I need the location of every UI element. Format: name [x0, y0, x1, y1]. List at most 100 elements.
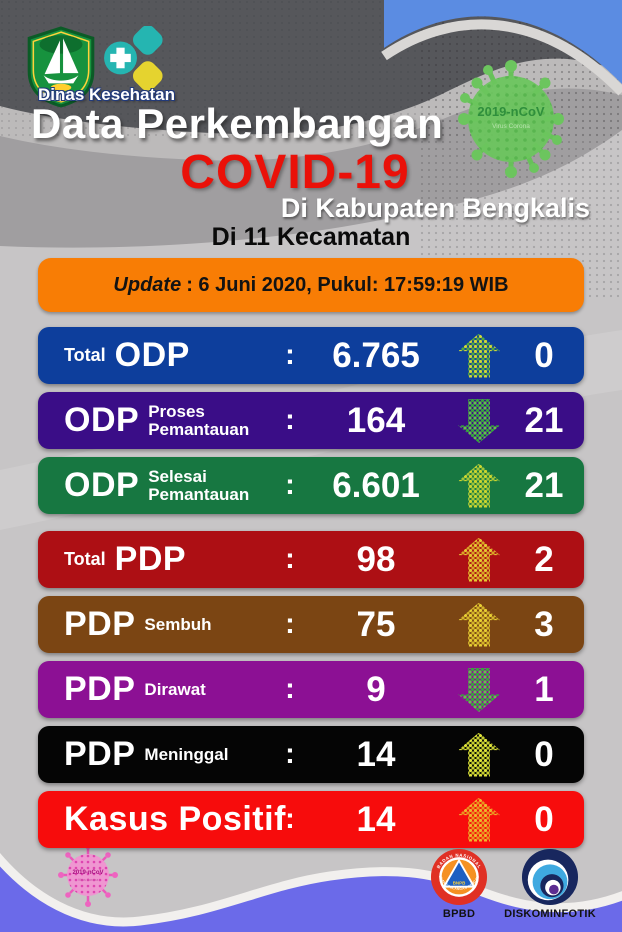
row-delta: 0	[534, 799, 554, 839]
riau-province-crest-icon	[27, 26, 95, 108]
row-value: 6.601	[332, 465, 420, 505]
update-label: Update	[113, 273, 182, 296]
trend-arrow-box	[450, 732, 508, 777]
row-subtitle: Sembuh	[144, 614, 212, 634]
virus-badge-title: 2019-nCoV	[72, 870, 103, 876]
health-ministry-icon	[104, 26, 163, 91]
bpbd-logo-item: BADAN NASIONAL PENANGGULANGAN BENCANA BN…	[430, 848, 488, 920]
trend-arrow-box	[450, 797, 508, 842]
footer-logos: BADAN NASIONAL PENANGGULANGAN BENCANA BN…	[430, 848, 596, 920]
row-colon: :	[285, 673, 295, 705]
bnpb-logo-icon: BADAN NASIONAL PENANGGULANGAN BENCANA BN…	[430, 848, 488, 906]
header-logos	[24, 26, 174, 108]
update-text: : 6 Juni 2020, Pukul: 17:59:19 WIB	[186, 273, 509, 296]
row-label: PDP Meninggal	[38, 735, 278, 774]
page-title: Data Perkembangan	[31, 100, 444, 147]
row-subtitle-line1: Meninggal	[144, 744, 229, 764]
subtitle-region: Di Kabupaten Bengkalis	[280, 193, 590, 223]
virus-badge-title: 2019-nCoV	[477, 104, 545, 119]
row-value: 6.765	[332, 335, 420, 375]
trend-arrow-box	[450, 602, 508, 647]
stat-row-odp-selesai: ODP Selesai Pemantauan : 6.601 21	[38, 457, 584, 514]
row-title: ODP	[114, 336, 190, 374]
row-title: PDP	[64, 670, 136, 708]
diskominfotik-logo-item: DISKOMINFOTIK	[504, 848, 596, 920]
row-delta: 3	[534, 604, 554, 644]
covid-title: COVID-19	[180, 146, 410, 199]
agency-label: Dinas Kesehatan	[38, 85, 175, 104]
coronavirus-pink-icon: 2019-nCoV Virus Corona	[58, 843, 118, 907]
row-title: PDP	[64, 735, 136, 773]
row-delta: 0	[534, 335, 554, 375]
row-subtitle-line1: Dirawat	[144, 679, 206, 699]
bpbd-label: BPBD	[442, 908, 476, 920]
row-subtitle-line2: Pemantauan	[148, 484, 250, 504]
row-label: ODP Proses Pemantauan	[38, 401, 278, 440]
row-delta: 21	[524, 465, 564, 505]
row-prefix: Total	[64, 345, 106, 365]
arrow-up-icon	[458, 463, 500, 508]
row-prefix: Total	[64, 549, 106, 569]
row-subtitle: Dirawat	[144, 679, 206, 699]
stat-row-total-odp: Total ODP : 6.765 0	[38, 327, 584, 384]
row-title: PDP	[64, 605, 136, 643]
bnpb-center-text: BNPB	[453, 881, 466, 886]
row-subtitle: Meninggal	[144, 744, 229, 764]
row-subtitle-line2: Pemantauan	[148, 419, 250, 439]
row-colon: :	[285, 608, 295, 640]
arrow-up-icon	[458, 732, 500, 777]
row-label: Kasus Positif	[38, 800, 285, 839]
row-label: PDP Dirawat	[38, 670, 278, 709]
row-subtitle: Selesai Pemantauan	[148, 466, 250, 504]
stat-row-odp-proses: ODP Proses Pemantauan : 164 21	[38, 392, 584, 449]
trend-arrow-box	[450, 668, 508, 712]
row-colon: :	[285, 339, 295, 371]
stat-row-total-pdp: Total PDP : 98 2	[38, 531, 584, 588]
stat-row-kasus-positif: Kasus Positif : 14 0	[38, 791, 584, 848]
row-subtitle-line1: Sembuh	[144, 614, 212, 634]
stat-row-pdp-sembuh: PDP Sembuh : 75 3	[38, 596, 584, 653]
row-value: 164	[346, 400, 406, 440]
row-colon: :	[285, 803, 295, 835]
arrow-up-icon	[458, 333, 500, 378]
stat-row-pdp-dirawat: PDP Dirawat : 9 1	[38, 661, 584, 718]
row-label: Total PDP	[38, 540, 278, 579]
row-delta: 21	[524, 400, 564, 440]
arrow-up-icon	[458, 602, 500, 647]
row-title: ODP	[64, 401, 140, 439]
arrow-up-icon	[458, 537, 500, 582]
subtitle-districts: Di 11 Kecamatan	[211, 223, 411, 251]
row-delta: 2	[534, 539, 554, 579]
row-value: 9	[366, 669, 386, 709]
row-subtitle-line1: Proses	[148, 401, 205, 421]
row-value: 14	[356, 734, 396, 774]
row-label: ODP Selesai Pemantauan	[38, 466, 278, 505]
row-colon: :	[285, 543, 295, 575]
stat-rows: Total ODP : 6.765 0	[38, 327, 584, 856]
stat-row-pdp-meninggal: PDP Meninggal : 14 0	[38, 726, 584, 783]
arrow-up-icon	[458, 797, 500, 842]
trend-arrow-box	[450, 399, 508, 443]
row-title: ODP	[64, 466, 140, 504]
row-delta: 0	[534, 734, 554, 774]
row-colon: :	[285, 738, 295, 770]
arrow-down-icon	[458, 399, 500, 443]
row-colon: :	[285, 404, 295, 436]
row-subtitle: Proses Pemantauan	[148, 401, 250, 439]
row-subtitle-line1: Selesai	[148, 466, 207, 486]
row-label: PDP Sembuh	[38, 605, 278, 644]
row-label: Total ODP	[38, 336, 278, 375]
update-banner: Update: 6 Juni 2020, Pukul: 17:59:19 WIB	[38, 258, 584, 312]
trend-arrow-box	[450, 537, 508, 582]
kominfo-logo-icon	[522, 848, 579, 906]
row-delta: 1	[534, 669, 554, 709]
row-colon: :	[285, 469, 295, 501]
trend-arrow-box	[450, 333, 508, 378]
virus-badge-subtitle: Virus Corona	[492, 123, 530, 130]
row-title: Kasus Positif	[64, 800, 286, 838]
coronavirus-icon: 2019-nCoV Virus Corona	[458, 60, 564, 178]
row-title: PDP	[114, 540, 187, 578]
diskominfotik-label: DISKOMINFOTIK	[504, 908, 596, 920]
row-value: 14	[356, 799, 396, 839]
stats-panel: Update: 6 Juni 2020, Pukul: 17:59:19 WIB…	[38, 258, 584, 856]
